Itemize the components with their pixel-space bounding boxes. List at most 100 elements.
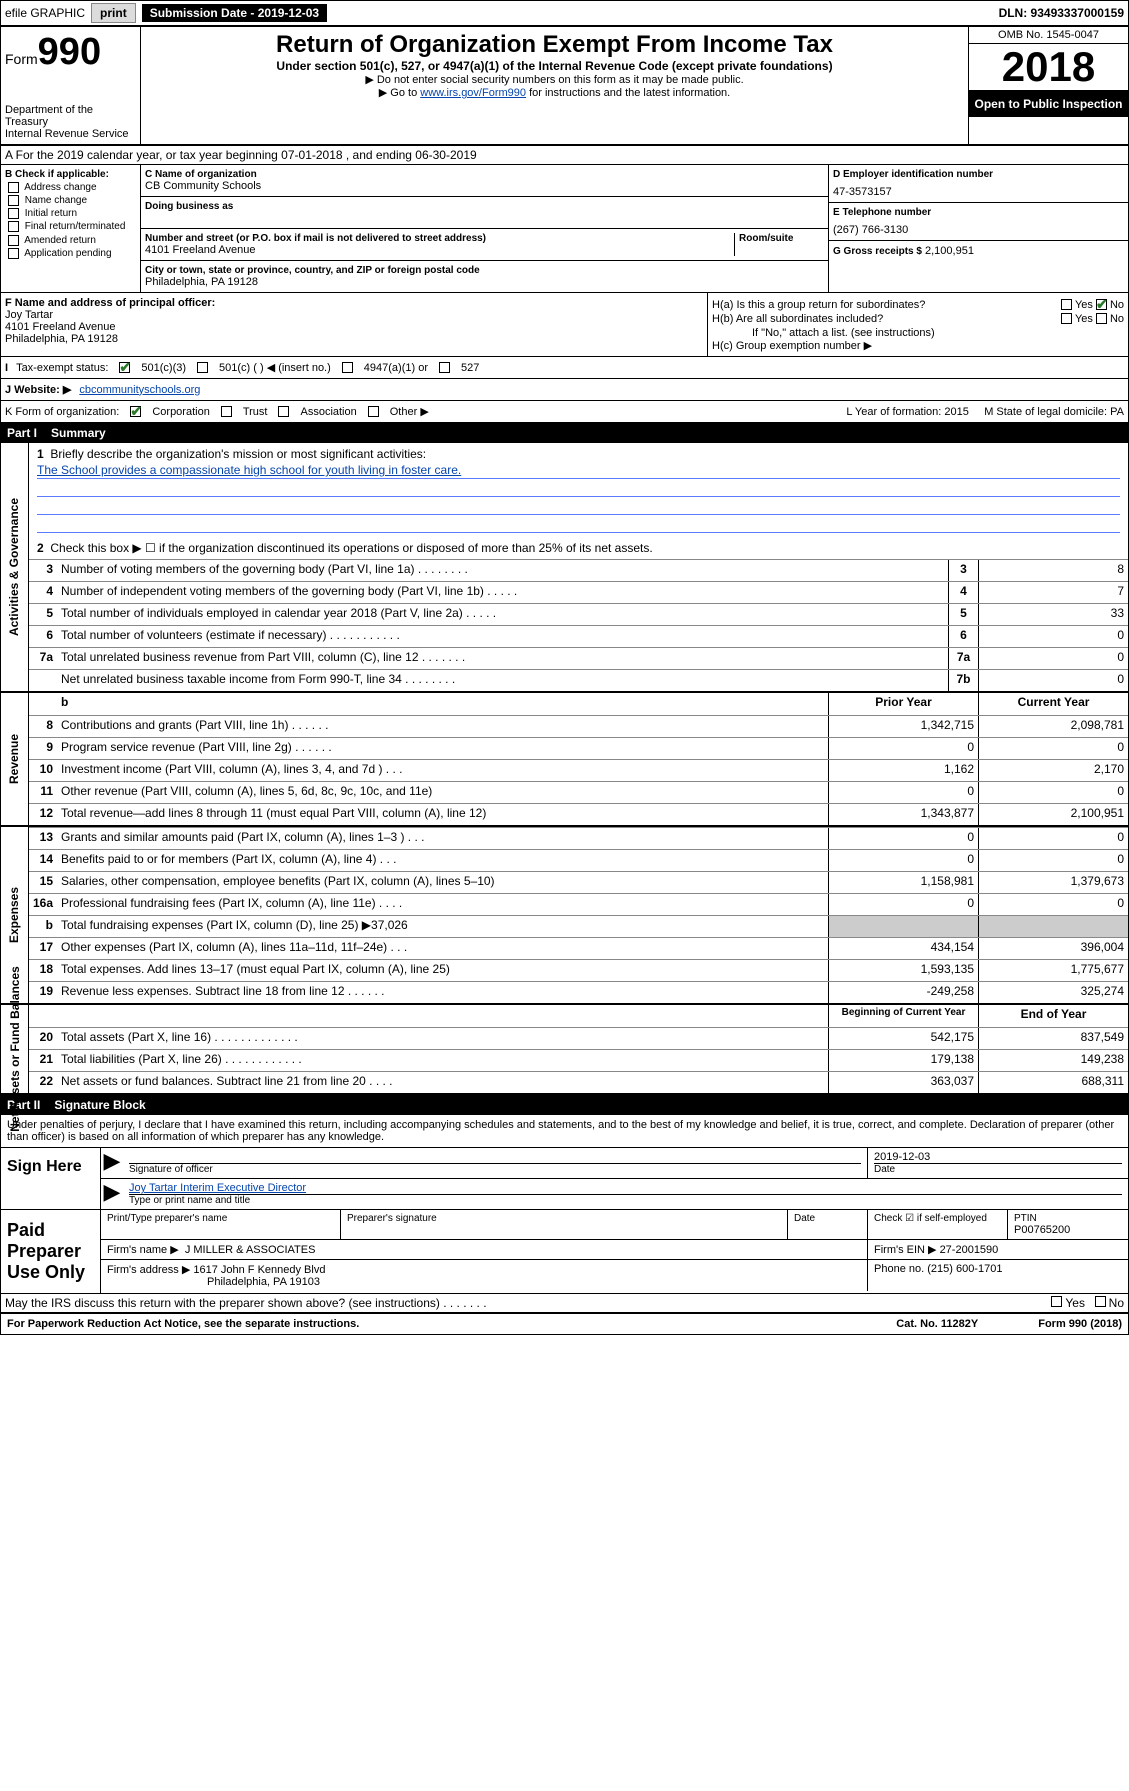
officer-name-link[interactable]: Joy Tartar Interim Executive Director: [129, 1182, 306, 1194]
tax-year: 2018: [969, 44, 1128, 91]
checkbox-icon: [8, 221, 19, 232]
summary-line: bTotal fundraising expenses (Part IX, co…: [29, 915, 1128, 937]
eoy-hdr: End of Year: [978, 1005, 1128, 1027]
officer-name: Joy Tartar: [5, 309, 703, 321]
summary-line: 21Total liabilities (Part X, line 26) . …: [29, 1049, 1128, 1071]
form-org-label: K Form of organization:: [5, 406, 119, 418]
mission-link[interactable]: The School provides a compassionate high…: [37, 463, 461, 477]
checkbox-icon[interactable]: [1061, 313, 1072, 324]
sig-date-value: 2019-12-03: [874, 1151, 1122, 1163]
row-j: J Website: ▶ cbcommunityschools.org: [1, 379, 1128, 401]
summary-line: 7aTotal unrelated business revenue from …: [29, 647, 1128, 669]
type-name-label: Type or print name and title: [129, 1194, 1122, 1206]
checkbox-icon[interactable]: [278, 406, 289, 417]
goto-note: ▶ Go to www.irs.gov/Form990 for instruct…: [145, 86, 964, 99]
website-link[interactable]: cbcommunityschools.org: [79, 384, 200, 396]
vertical-label-na: Net Assets or Fund Balances: [1, 1005, 29, 1093]
chk-application-pending[interactable]: Application pending: [5, 248, 136, 259]
hb-ifno: If "No," attach a list. (see instruction…: [712, 327, 1124, 339]
summary-line: 19Revenue less expenses. Subtract line 1…: [29, 981, 1128, 1003]
form-subtitle: Under section 501(c), 527, or 4947(a)(1)…: [145, 59, 964, 73]
part-2-header: Part II Signature Block: [1, 1095, 1128, 1115]
summary-line: 12Total revenue—add lines 8 through 11 (…: [29, 803, 1128, 825]
firm-phone-value: (215) 600-1701: [927, 1263, 1002, 1275]
chk-final-return[interactable]: Final return/terminated: [5, 221, 136, 232]
summary-line: 14Benefits paid to or for members (Part …: [29, 849, 1128, 871]
summary-line: 16aProfessional fundraising fees (Part I…: [29, 893, 1128, 915]
form-number: 990: [38, 31, 101, 73]
row-fh: F Name and address of principal officer:…: [1, 293, 1128, 357]
summary-line: 18Total expenses. Add lines 13–17 (must …: [29, 959, 1128, 981]
footer: For Paperwork Reduction Act Notice, see …: [1, 1314, 1128, 1334]
sign-here-label: Sign Here: [1, 1148, 101, 1209]
perjury-statement: Under penalties of perjury, I declare th…: [1, 1115, 1128, 1148]
part-2-title: Signature Block: [54, 1098, 145, 1112]
address-label: Number and street (or P.O. box if mail i…: [145, 233, 734, 244]
firm-ein-value: 27-2001590: [940, 1244, 999, 1256]
summary-line: 8Contributions and grants (Part VIII, li…: [29, 715, 1128, 737]
ptin-label: PTIN: [1014, 1213, 1122, 1224]
firm-name-value: J MILLER & ASSOCIATES: [185, 1244, 316, 1256]
paid-preparer-label: Paid Preparer Use Only: [1, 1210, 101, 1293]
firm-name-label: Firm's name ▶: [107, 1244, 179, 1256]
checkbox-icon[interactable]: [1096, 313, 1107, 324]
row-k: K Form of organization: Corporation Trus…: [1, 401, 1128, 423]
chk-amended-return[interactable]: Amended return: [5, 235, 136, 246]
dln-number: DLN: 93493337000159: [999, 6, 1124, 20]
sig-date-label: Date: [874, 1163, 1122, 1175]
checkbox-icon[interactable]: [1051, 1296, 1062, 1307]
section-f: F Name and address of principal officer:…: [1, 293, 708, 356]
website-label: J Website: ▶: [5, 383, 71, 396]
vertical-label-ag: Activities & Governance: [1, 443, 29, 691]
checkbox-icon[interactable]: [439, 362, 450, 373]
section-b-heading: B Check if applicable:: [5, 169, 136, 180]
footer-center: Cat. No. 11282Y: [896, 1318, 978, 1330]
gross-receipts-label: G Gross receipts $: [833, 246, 922, 257]
vertical-label-rev: Revenue: [1, 693, 29, 825]
checkbox-icon[interactable]: [119, 362, 130, 373]
checkbox-icon: [8, 195, 19, 206]
part-1-header: Part I Summary: [1, 423, 1128, 443]
checkbox-icon[interactable]: [342, 362, 353, 373]
ssn-note: ▶ Do not enter social security numbers o…: [145, 73, 964, 86]
irs-link[interactable]: www.irs.gov/Form990: [420, 87, 526, 99]
paid-preparer-block: Paid Preparer Use Only Print/Type prepar…: [1, 1210, 1128, 1294]
self-employed-check: Check ☑ if self-employed: [868, 1210, 1008, 1239]
checkbox-icon[interactable]: [1096, 299, 1107, 310]
discuss-row: May the IRS discuss this return with the…: [1, 1294, 1128, 1314]
checkbox-icon[interactable]: [130, 406, 141, 417]
year-formation-label: L Year of formation:: [846, 406, 941, 418]
discuss-label: May the IRS discuss this return with the…: [5, 1296, 1048, 1310]
phone-value: (267) 766-3130: [833, 224, 1124, 236]
checkbox-icon[interactable]: [1061, 299, 1072, 310]
checkbox-icon[interactable]: [197, 362, 208, 373]
chk-address-change[interactable]: Address change: [5, 182, 136, 193]
submission-date: Submission Date - 2019-12-03: [142, 4, 327, 22]
omb-number: OMB No. 1545-0047: [969, 27, 1128, 44]
phone-label: E Telephone number: [833, 207, 1124, 218]
q2-label: Check this box ▶ ☐ if the organization d…: [50, 541, 652, 555]
checkbox-icon[interactable]: [1095, 1296, 1106, 1307]
room-suite-label: Room/suite: [739, 233, 824, 244]
prior-year-hdr: Prior Year: [828, 693, 978, 715]
section-h: H(a) Is this a group return for subordin…: [708, 293, 1128, 356]
ein-label: D Employer identification number: [833, 169, 1124, 180]
firm-phone-label: Phone no.: [874, 1263, 924, 1275]
print-button[interactable]: print: [91, 3, 136, 23]
expenses-section: Expenses 13Grants and similar amounts pa…: [1, 827, 1128, 1005]
form-990-container: efile GRAPHIC print Submission Date - 20…: [0, 0, 1129, 1335]
sig-officer-label: Signature of officer: [129, 1163, 861, 1175]
city-label: City or town, state or province, country…: [145, 265, 824, 276]
chk-name-change[interactable]: Name change: [5, 195, 136, 206]
net-assets-section: Net Assets or Fund Balances Beginning of…: [1, 1005, 1128, 1095]
section-deg: D Employer identification number 47-3573…: [828, 165, 1128, 292]
address-value: 4101 Freeland Avenue: [145, 244, 734, 256]
checkbox-icon[interactable]: [368, 406, 379, 417]
chk-initial-return[interactable]: Initial return: [5, 208, 136, 219]
ha-label: H(a) Is this a group return for subordin…: [712, 299, 1058, 311]
summary-line: 4Number of independent voting members of…: [29, 581, 1128, 603]
header-right: OMB No. 1545-0047 2018 Open to Public In…: [968, 27, 1128, 144]
firm-addr1: 1617 John F Kennedy Blvd: [193, 1264, 325, 1276]
checkbox-icon: [8, 182, 19, 193]
checkbox-icon[interactable]: [221, 406, 232, 417]
